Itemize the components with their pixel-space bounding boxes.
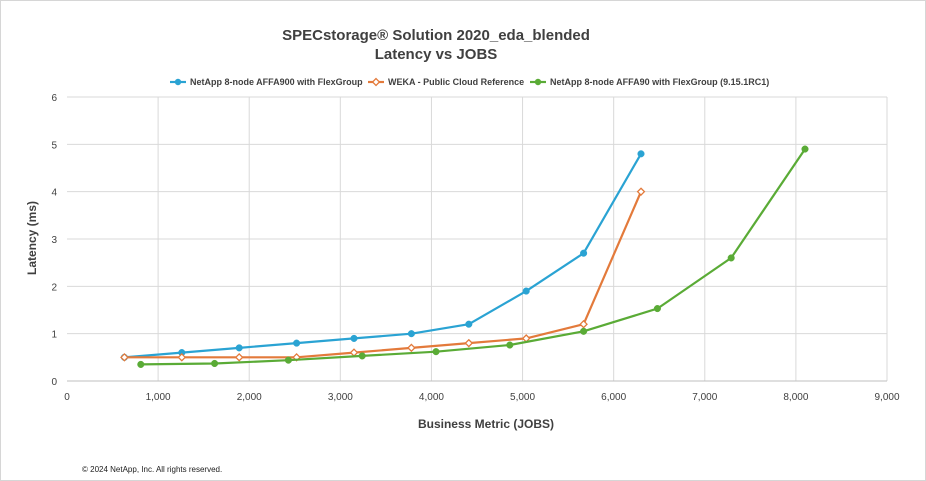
data-point [727,254,735,262]
x-axis-title: Business Metric (JOBS) [418,417,554,431]
chart-subtitle: Latency vs JOBS [375,46,498,63]
legend-label: NetApp 8-node AFFA900 with FlexGroup [190,77,363,87]
data-point [284,356,292,364]
series-2 [120,187,646,362]
y-tick-label: 0 [51,377,57,388]
data-point [137,360,145,368]
data-point [349,348,359,357]
x-tick-label: 0 [64,392,70,403]
data-point [234,353,244,362]
series-3 [137,145,809,368]
legend-item-1: NetApp 8-node AFFA900 with FlexGroup [170,77,363,87]
legend-swatch-marker [174,78,182,86]
data-point [211,359,219,368]
x-tick-label: 1,000 [146,392,171,403]
axes: 0 1 2 3 4 5 6 0 1,000 2,000 3,000 4,000 5,000 6,000 7,… [51,93,900,403]
legend-swatch-marker [371,77,381,87]
x-tick-label: 9,000 [874,392,899,403]
legend-item-3: NetApp 8-node AFFA90 with FlexGroup (9.1… [530,77,769,87]
series-line [124,153,642,359]
grid-lines [67,96,888,381]
legend: NetApp 8-node AFFA900 with FlexGroup WEKA… [170,77,769,87]
y-tick-label: 3 [51,235,57,246]
legend-swatch-marker [534,78,542,86]
data-point [580,249,588,257]
data-point [636,187,646,196]
x-tick-label: 2,000 [237,392,262,403]
x-tick-label: 5,000 [510,392,535,403]
y-tick-label: 2 [51,282,57,293]
data-point [407,343,416,353]
x-tick-label: 8,000 [783,392,808,403]
copyright-footer: © 2024 NetApp, Inc. All rights reserved. [82,465,222,474]
data-point [579,319,588,329]
series-layer [120,145,809,368]
data-point [358,352,366,360]
data-point [407,330,415,338]
data-point [293,339,301,347]
y-tick-label: 1 [51,330,57,341]
data-point [235,344,243,352]
series-line [124,191,643,359]
series-1 [120,150,645,361]
x-tick-label: 6,000 [601,392,626,403]
data-point [580,327,588,335]
data-point [464,338,474,348]
data-point [432,348,440,356]
y-axis-title: Latency (ms) [25,201,39,275]
data-point [465,320,473,328]
data-point [522,287,530,295]
chart-title: SPECstorage® Solution 2020_eda_blended [282,27,590,44]
legend-item-2: WEKA - Public Cloud Reference [368,77,524,87]
legend-label: NetApp 8-node AFFA90 with FlexGroup (9.1… [550,77,769,87]
data-point [350,334,358,342]
data-point [506,341,514,349]
data-point [120,353,129,362]
y-tick-label: 4 [51,188,57,199]
data-point [801,145,809,153]
data-point [653,305,661,313]
x-tick-label: 3,000 [328,392,353,403]
x-tick-label: 7,000 [692,392,717,403]
y-tick-label: 6 [51,93,57,104]
data-point [637,150,645,158]
y-tick-label: 5 [51,140,57,151]
legend-label: WEKA - Public Cloud Reference [388,77,524,87]
series-line [140,148,806,366]
x-tick-label: 4,000 [419,392,444,403]
data-point [177,353,187,362]
